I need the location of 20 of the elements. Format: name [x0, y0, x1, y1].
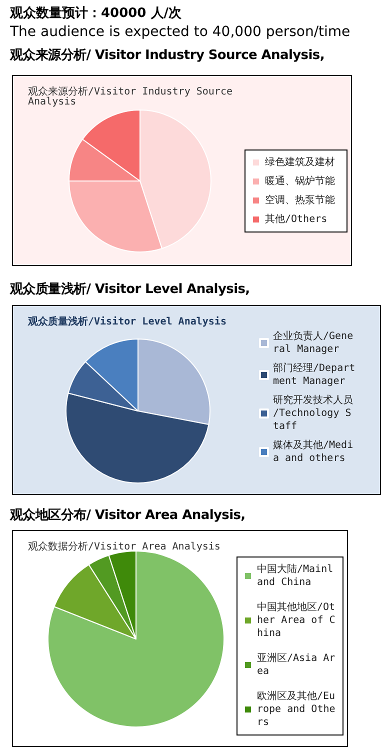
text: 观众数据分析/Visitor Area Analysis	[28, 540, 220, 552]
text: 观众数量预计：40000 人/次	[10, 5, 182, 22]
chart-title: 观众地区分布/ Visitor Area Analysis,	[10, 507, 246, 524]
legend-label: 部门经理/Department Manager	[273, 362, 356, 387]
legend-label: 空调、热泵节能	[265, 194, 335, 206]
legend-label: 中国其他地区/Other Area of China	[257, 601, 336, 639]
legend-label: 其他/Others	[265, 213, 328, 225]
legend-label: 企业负责人/General Manager	[273, 330, 354, 355]
legend-label: 媒体及其他/Media and others	[273, 439, 354, 464]
legend-label: 研究开发技术人员/Technology Staff	[273, 394, 353, 432]
legend-label: 绿色建筑及建材	[265, 156, 335, 168]
chart-subtitle: 观众质量浅析/Visitor Level Analysis	[27, 316, 226, 328]
chart-subtitle: 观众来源分析/Visitor Industry Source Analysis	[28, 86, 239, 108]
text: The audience is expected to 40,000 person/time	[10, 24, 350, 40]
legend-label: 亚洲区/Asia Area	[257, 652, 336, 677]
chart-title: 观众来源分析/ Visitor Industry Source Analysis,	[10, 47, 324, 64]
legend-label: 中国大陆/Mainland China	[257, 563, 334, 588]
legend-label: 欧洲区及其他/Europe and Others	[257, 690, 336, 728]
chart-title: 观众质量浅析/ Visitor Level Analysis,	[10, 281, 250, 298]
legend-label: 暖通、锅炉节能	[265, 175, 335, 187]
